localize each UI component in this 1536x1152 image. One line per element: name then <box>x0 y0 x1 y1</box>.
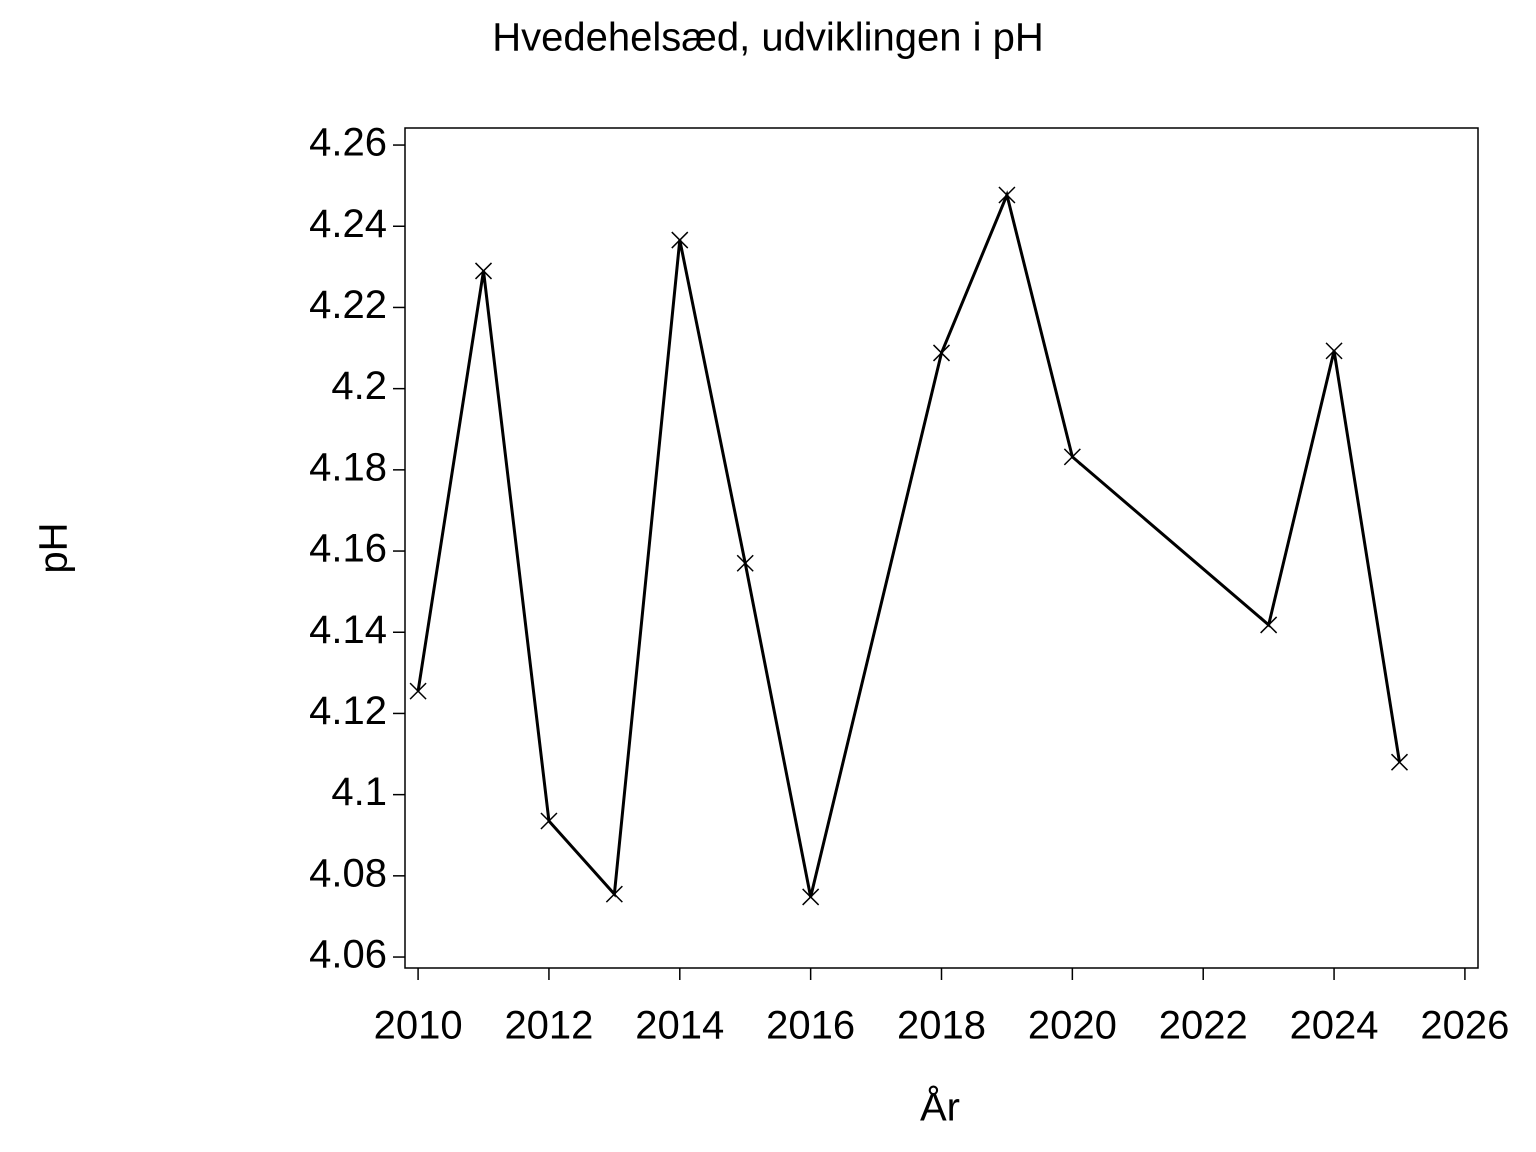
data-point <box>474 262 493 280</box>
y-tick-label: 4.12 <box>309 689 387 733</box>
data-point <box>605 885 623 903</box>
data-point <box>998 186 1016 204</box>
x-axis-label: År <box>920 1085 960 1130</box>
x-tick-label: 2026 <box>1420 1004 1509 1048</box>
data-point <box>1325 342 1343 360</box>
data-point <box>409 682 427 700</box>
data-point <box>671 231 689 249</box>
y-tick-label: 4.1 <box>331 770 387 814</box>
data-point <box>1390 753 1409 771</box>
y-tick-label: 4.18 <box>309 445 387 489</box>
data-point <box>540 812 558 830</box>
x-tick-label: 2024 <box>1290 1004 1379 1048</box>
x-tick-label: 2010 <box>374 1004 463 1048</box>
y-tick-label: 4.2 <box>331 364 387 408</box>
x-tick-label: 2012 <box>504 1004 593 1048</box>
y-tick-label: 4.14 <box>309 608 387 652</box>
x-tick-label: 2022 <box>1159 1004 1248 1048</box>
x-tick-label: 2020 <box>1028 1004 1117 1048</box>
x-tick-label: 2016 <box>766 1004 855 1048</box>
y-tick-label: 4.26 <box>309 121 387 165</box>
y-tick-label: 4.24 <box>309 202 387 246</box>
data-line <box>416 190 1401 898</box>
y-axis-label: pH <box>32 522 76 573</box>
data-point <box>932 344 951 362</box>
data-point <box>1063 448 1081 466</box>
data-point <box>1260 616 1278 634</box>
chart-title: Hvedehelsæd, udviklingen i pH <box>492 16 1043 60</box>
y-tick-label: 4.16 <box>309 527 387 571</box>
y-tick-label: 4.08 <box>309 851 387 895</box>
y-tick-label: 4.22 <box>309 283 387 327</box>
data-point <box>736 554 754 572</box>
x-tick-label: 2014 <box>635 1004 724 1048</box>
y-tick-label: 4.06 <box>309 933 387 977</box>
x-tick-label: 2018 <box>897 1004 986 1048</box>
data-point <box>802 888 820 906</box>
